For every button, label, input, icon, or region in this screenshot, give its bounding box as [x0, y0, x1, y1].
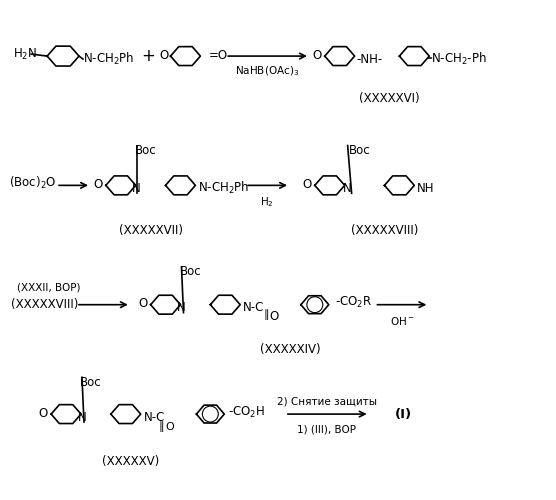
Text: O: O [312, 48, 321, 62]
Text: =O: =O [208, 48, 227, 62]
Text: N-CH$_2$Ph: N-CH$_2$Ph [83, 51, 135, 67]
Text: -NH-: -NH- [356, 52, 383, 66]
Text: $\parallel$: $\parallel$ [261, 307, 269, 322]
Text: -CO$_2$R: -CO$_2$R [335, 295, 372, 310]
Text: NaHB(OAc)$_3$: NaHB(OAc)$_3$ [235, 64, 299, 78]
Text: N-CH$_2$-Ph: N-CH$_2$-Ph [431, 51, 487, 67]
Text: $\parallel$O: $\parallel$O [156, 418, 176, 434]
Text: O: O [269, 310, 279, 323]
Text: N: N [343, 182, 352, 195]
Text: +: + [142, 47, 156, 65]
Text: N: N [177, 301, 186, 314]
Text: (I): (I) [394, 408, 411, 420]
Text: O: O [159, 48, 168, 62]
Text: (XXXXXVI): (XXXXXVI) [359, 92, 420, 106]
Text: H$_2$N: H$_2$N [13, 46, 37, 62]
Text: OH$^-$: OH$^-$ [390, 314, 415, 326]
Text: O: O [138, 297, 147, 310]
Text: H$_2$: H$_2$ [260, 196, 274, 209]
Text: N: N [132, 182, 141, 195]
Text: Boc: Boc [80, 376, 102, 389]
Text: N-C: N-C [243, 301, 265, 314]
Text: N-CH$_2$Ph: N-CH$_2$Ph [198, 180, 250, 196]
Text: (XXXXXVIII): (XXXXXVIII) [11, 298, 79, 311]
Text: (XXXXXV): (XXXXXV) [102, 456, 160, 468]
Text: Boc: Boc [135, 144, 156, 157]
Text: (XXXXXVIII): (XXXXXVIII) [351, 224, 418, 236]
Text: N-C: N-C [143, 410, 165, 424]
Text: (XXXXXIV): (XXXXXIV) [260, 343, 320, 356]
Text: O: O [302, 178, 311, 191]
Text: 1) (III), BOP: 1) (III), BOP [297, 424, 356, 434]
Text: O: O [93, 178, 102, 191]
Text: (XXXXXVII): (XXXXXVII) [118, 224, 182, 236]
Text: Boc: Boc [349, 144, 370, 157]
Text: (Boc)$_2$O: (Boc)$_2$O [9, 176, 57, 192]
Text: O: O [38, 406, 48, 420]
Text: (XXXII, BOP): (XXXII, BOP) [17, 283, 81, 293]
Text: NH: NH [418, 182, 435, 195]
Text: 2) Снятие защиты: 2) Снятие защиты [277, 396, 377, 406]
Text: N: N [78, 410, 86, 424]
Text: -CO$_2$H: -CO$_2$H [229, 404, 265, 419]
Text: Boc: Boc [180, 266, 201, 278]
